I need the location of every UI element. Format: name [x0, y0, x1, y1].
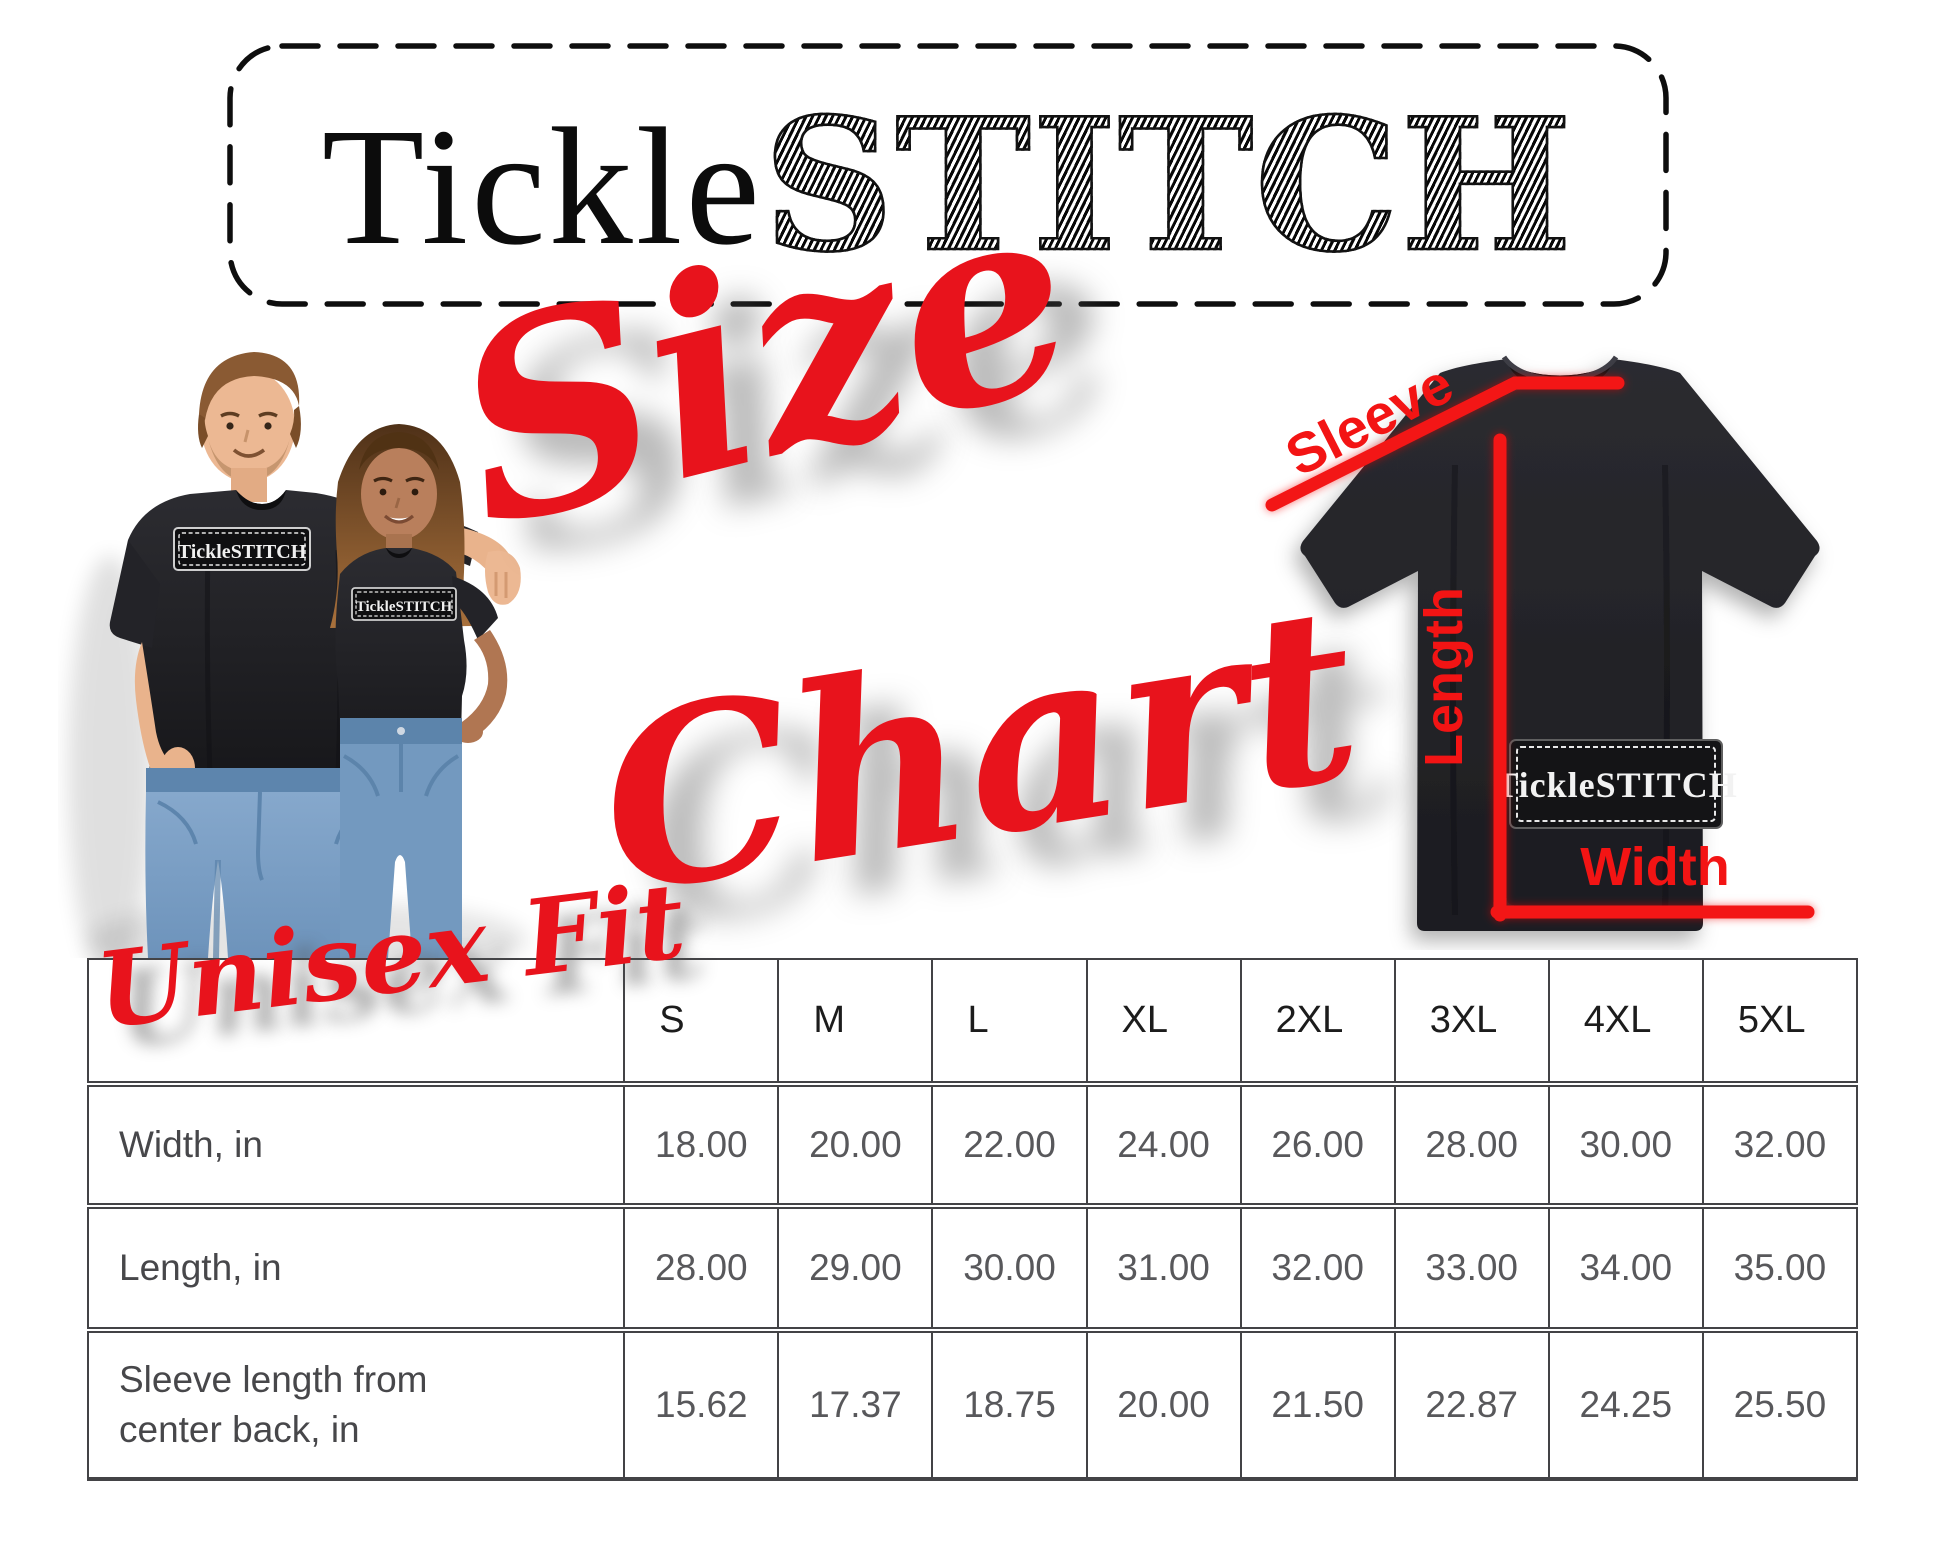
- model-man: TickleSTITCH: [109, 352, 510, 958]
- woman-shirt-logo: TickleSTITCH: [356, 599, 453, 615]
- size-col-m: M: [777, 958, 934, 1085]
- width-row: Width, in 18.00 20.00 22.00 24.00 26.00 …: [86, 1081, 1859, 1207]
- sleeve-xl: 20.00: [1085, 1327, 1242, 1481]
- size-col-xl: XL: [1085, 958, 1242, 1085]
- width-4xl: 30.00: [1547, 1081, 1704, 1207]
- width-2xl: 26.00: [1239, 1081, 1396, 1207]
- man-hand-on-shoulder: [485, 550, 521, 605]
- width-s: 18.00: [623, 1081, 780, 1207]
- size-col-3xl: 3XL: [1393, 958, 1550, 1085]
- size-col-l: L: [931, 958, 1088, 1085]
- width-row-label: Width, in: [86, 1081, 626, 1207]
- sleeve-m: 17.37: [777, 1327, 934, 1481]
- photo-shadow: [68, 555, 152, 958]
- diagram-shirt-logo-patch: TickleSTITCH: [1494, 739, 1737, 829]
- brand-logo-tickle: Tickle: [321, 94, 763, 280]
- length-label: Length: [1414, 587, 1474, 767]
- sleeve-row-label: Sleeve length from center back, in: [86, 1327, 626, 1481]
- length-2xl: 32.00: [1239, 1203, 1396, 1331]
- sleeve-l: 18.75: [931, 1327, 1088, 1481]
- brand-logo: Tickle STITCH: [240, 72, 1655, 294]
- sleeve-4xl: 24.25: [1547, 1327, 1704, 1481]
- sleeve-2xl: 21.50: [1239, 1327, 1396, 1481]
- sleeve-row: Sleeve length from center back, in 15.62…: [86, 1327, 1859, 1481]
- size-table: S M L XL 2XL 3XL 4XL 5XL Width, in 18.00…: [86, 958, 1859, 1481]
- length-xl: 31.00: [1085, 1203, 1242, 1331]
- sleeve-3xl: 22.87: [1393, 1327, 1550, 1481]
- width-label: Width: [1580, 837, 1729, 897]
- size-header-row: S M L XL 2XL 3XL 4XL 5XL: [86, 958, 1859, 1085]
- sleeve-s: 15.62: [623, 1327, 780, 1481]
- tshirt-measurement-diagram: TickleSTITCH Sleeve Length Width: [1265, 351, 1820, 931]
- model-woman: TickleSTITCH: [330, 424, 508, 958]
- width-m: 20.00: [777, 1081, 934, 1207]
- brand-logo-stitch: STITCH: [762, 77, 1574, 294]
- size-col-2xl: 2XL: [1239, 958, 1396, 1085]
- length-row-label: Length, in: [86, 1203, 626, 1331]
- sleeve-measure-line: [1265, 376, 1625, 512]
- man-shirt-logo: TickleSTITCH: [178, 541, 307, 563]
- length-l: 30.00: [931, 1203, 1088, 1331]
- fit-label-cell: [86, 958, 626, 1085]
- size-col-s: S: [623, 958, 780, 1085]
- width-3xl: 28.00: [1393, 1081, 1550, 1207]
- width-l: 22.00: [931, 1081, 1088, 1207]
- size-col-5xl: 5XL: [1701, 958, 1859, 1085]
- models-photo: TickleSTITCH: [68, 352, 528, 958]
- title-chart: Chart: [582, 551, 1376, 949]
- length-5xl: 35.00: [1701, 1203, 1859, 1331]
- woman-shirt-logo-patch: TickleSTITCH: [351, 587, 457, 621]
- length-m: 29.00: [777, 1203, 934, 1331]
- length-s: 28.00: [623, 1203, 780, 1331]
- diagram-shirt-logo: TickleSTITCH: [1494, 765, 1737, 805]
- length-3xl: 33.00: [1393, 1203, 1550, 1331]
- logo-dashed-border: [227, 43, 1669, 307]
- man-shirt-logo-patch: TickleSTITCH: [173, 527, 311, 571]
- size-col-4xl: 4XL: [1547, 958, 1704, 1085]
- length-4xl: 34.00: [1547, 1203, 1704, 1331]
- width-xl: 24.00: [1085, 1081, 1242, 1207]
- width-5xl: 32.00: [1701, 1081, 1859, 1207]
- length-row: Length, in 28.00 29.00 30.00 31.00 32.00…: [86, 1203, 1859, 1331]
- sleeve-5xl: 25.50: [1701, 1327, 1859, 1481]
